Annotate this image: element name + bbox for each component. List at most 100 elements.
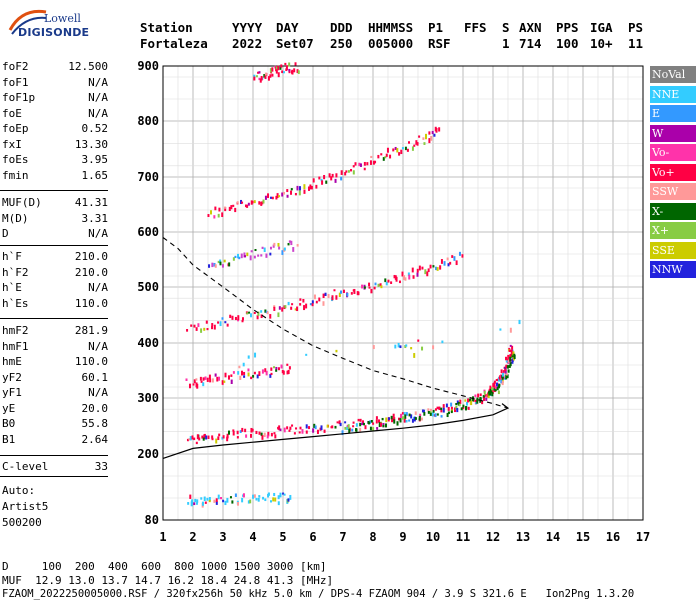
param-separator	[0, 190, 108, 191]
trace-point	[215, 498, 218, 502]
trace-point	[287, 243, 290, 246]
trace-point	[355, 423, 358, 427]
trace-point	[193, 379, 196, 384]
trace-point	[256, 374, 259, 379]
trace-point	[224, 206, 227, 212]
trace-point	[501, 378, 504, 383]
trace-point	[267, 431, 270, 437]
trace-point	[340, 176, 343, 181]
trace-point	[347, 424, 350, 429]
trace-point	[229, 314, 232, 319]
trace-point	[504, 368, 507, 372]
legend-item: SSE	[650, 241, 696, 259]
trace-point	[501, 375, 504, 379]
trace-point	[274, 434, 277, 439]
trace-point	[342, 289, 345, 293]
trace-point	[339, 422, 342, 427]
trace-point	[430, 135, 433, 141]
trace-point	[258, 71, 261, 74]
param-value: 60.1	[81, 370, 109, 384]
trace-point	[234, 493, 237, 497]
trace-point	[247, 372, 250, 377]
param-row: MUF(D) 41.31	[2, 196, 108, 210]
trace-point	[384, 278, 387, 283]
trace-point	[440, 407, 443, 411]
trace-point	[414, 417, 417, 420]
y-tick-label: 400	[137, 336, 159, 350]
trace-point	[234, 207, 237, 213]
trace-point	[316, 429, 319, 434]
trace-point	[269, 314, 272, 319]
trace-point	[359, 422, 362, 427]
trace-point	[269, 68, 272, 73]
legend-item: NNE	[650, 85, 696, 103]
trace-point	[474, 394, 477, 398]
trace-point	[277, 367, 280, 371]
trace-point	[436, 406, 439, 410]
trace-point	[429, 264, 432, 269]
trace-point	[429, 408, 432, 411]
trace-point	[489, 385, 492, 390]
trace-point	[355, 428, 358, 432]
trace-point	[331, 173, 334, 178]
trace-point	[195, 441, 198, 445]
trace-point	[447, 411, 450, 415]
trace-point	[217, 321, 220, 324]
trace-point	[418, 415, 421, 421]
trace-point	[273, 242, 276, 247]
header-label: IGA	[590, 20, 613, 35]
trace-point	[266, 434, 269, 439]
trace-point	[250, 376, 253, 380]
trace-point	[407, 272, 410, 276]
y-tick-label: 900	[137, 59, 159, 73]
trace-point	[479, 396, 482, 400]
trace-point	[369, 420, 372, 424]
trace-point	[328, 173, 331, 178]
trace-point	[232, 371, 235, 374]
param-value: 2.64	[81, 432, 109, 446]
trace-point	[249, 499, 252, 504]
header-label: YYYY	[232, 20, 263, 35]
trace-point	[311, 300, 314, 304]
trace-point	[505, 373, 508, 376]
trace-point	[404, 414, 407, 419]
trace-point	[296, 69, 299, 74]
trace-point	[257, 254, 260, 257]
trace-point	[394, 146, 397, 150]
trace-point	[264, 368, 267, 373]
trace-point	[438, 406, 441, 411]
trace-point	[221, 264, 224, 268]
trace-point	[261, 369, 264, 374]
trace-point	[257, 497, 260, 502]
y-tick-label: 600	[137, 225, 159, 239]
trace-point	[506, 365, 509, 369]
trace-point	[246, 312, 249, 315]
trace-point	[434, 413, 437, 418]
muf-line: MUF 12.9 13.0 13.7 14.7 16.2 18.4 24.8 4…	[2, 574, 334, 587]
trace-point	[402, 416, 405, 420]
trace-point	[403, 412, 406, 415]
trace-point	[413, 144, 416, 147]
trace-point	[487, 393, 490, 399]
trace-point	[379, 283, 382, 287]
trace-point	[399, 345, 402, 349]
trace-point	[223, 259, 226, 263]
trace-point	[352, 170, 355, 175]
trace-point	[237, 501, 240, 506]
trace-point	[376, 427, 379, 430]
trace-point	[229, 496, 232, 499]
trace-point	[429, 412, 432, 416]
trace-point	[288, 366, 291, 370]
trace-point	[253, 200, 256, 204]
trace-point	[202, 377, 205, 381]
trace-point	[467, 398, 470, 403]
trace-point	[265, 370, 268, 376]
trace-point	[213, 262, 216, 267]
logo-swoosh-icon	[8, 9, 47, 35]
trace-point	[203, 327, 206, 331]
trace-point	[213, 499, 216, 503]
trace-point	[321, 180, 324, 185]
trace-point	[251, 200, 254, 204]
trace-point	[263, 432, 266, 437]
